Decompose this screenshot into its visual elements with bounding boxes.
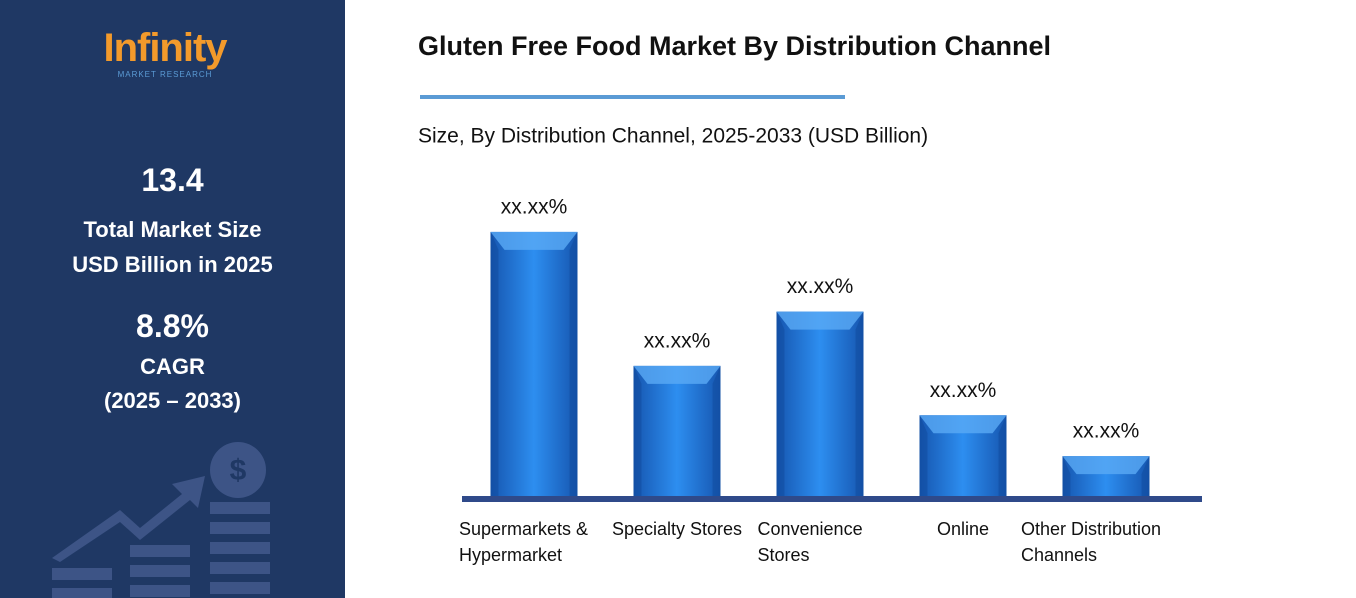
market-size-label: Total Market Size xyxy=(83,217,262,242)
data-label: xx.xx% xyxy=(644,329,711,352)
bar-bevel xyxy=(569,231,578,498)
bar-bevel xyxy=(1062,456,1150,475)
logo-subtitle: MARKET RESEARCH xyxy=(117,70,213,79)
bar-bevel xyxy=(490,231,499,498)
cagr: 8.8% xyxy=(136,308,209,344)
bar-bevel xyxy=(855,311,864,497)
x-tick-label: Supermarkets & Hypermarket xyxy=(459,519,589,565)
bar xyxy=(633,365,721,497)
bar-bevel xyxy=(919,415,928,497)
market-size-label: USD Billion in 2025 xyxy=(72,252,273,277)
cagr-period: (2025 – 2033) xyxy=(104,388,241,413)
data-label: xx.xx% xyxy=(787,275,854,298)
cagr-label: CAGR xyxy=(140,354,205,379)
bar-bevel xyxy=(1062,456,1071,497)
bar xyxy=(490,231,578,498)
chart-subtitle: Size, By Distribution Channel, 2025-2033… xyxy=(418,125,928,148)
title-underline xyxy=(420,95,845,99)
logo: Infinity xyxy=(103,26,227,70)
data-label: xx.xx% xyxy=(1073,420,1140,443)
dollar-sign: $ xyxy=(230,454,247,487)
growth-icon: $ xyxy=(52,442,270,598)
bar-bevel xyxy=(919,415,1007,434)
sidebar: Infinity MARKET RESEARCH 13.4 Total Mark… xyxy=(0,0,345,598)
bar-bevel xyxy=(712,365,721,497)
x-tick-label: Other Distribution Channels xyxy=(1021,519,1162,565)
bar-bevel xyxy=(776,311,785,497)
data-label: xx.xx% xyxy=(930,379,997,402)
bar-bevel xyxy=(490,231,578,250)
data-label: xx.xx% xyxy=(501,195,568,218)
bar xyxy=(776,311,864,497)
x-tick-label: Specialty Stores xyxy=(611,519,743,539)
x-tick-label: Convenience Stores xyxy=(757,519,863,565)
chart-title: Gluten Free Food Market By Distribution … xyxy=(418,31,1051,61)
baseline xyxy=(462,496,1202,502)
market-size: 13.4 xyxy=(141,162,204,198)
bar-bevel xyxy=(776,311,864,330)
bar-bevel xyxy=(633,365,721,384)
bar-bevel xyxy=(998,415,1007,497)
x-tick-label: Online xyxy=(936,519,990,539)
bar-bevel xyxy=(633,365,642,497)
bar-bevel xyxy=(1141,456,1150,497)
